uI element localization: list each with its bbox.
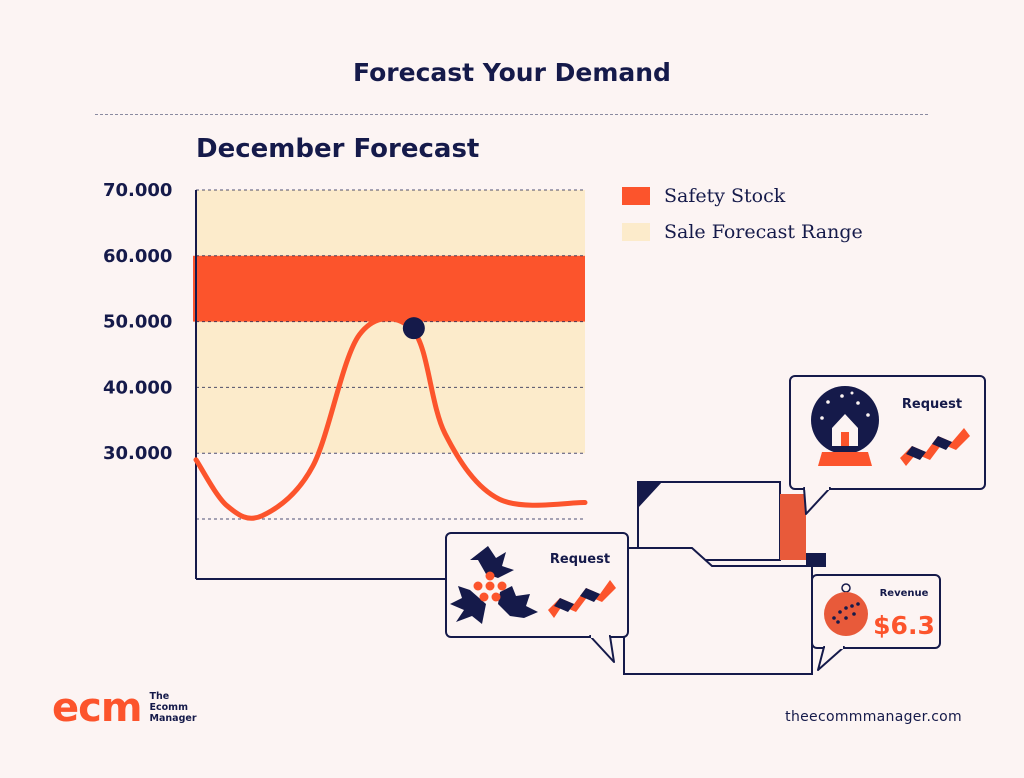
snowflakes-icon — [820, 391, 870, 420]
y-tick-label: 70.000 — [103, 180, 172, 201]
logo-line-1: The — [149, 691, 170, 702]
y-tick-label: 30.000 — [103, 443, 172, 464]
card-frame — [445, 532, 629, 638]
y-tick-label: 60.000 — [103, 246, 172, 267]
document-dark-edge — [806, 553, 826, 567]
logo-mark: ecm — [52, 685, 143, 731]
revenue-card: Revenue $6.3 — [811, 574, 941, 671]
chart-legend: Safety Stock Sale Forecast Range — [622, 178, 863, 250]
chart-title: December Forecast — [196, 134, 480, 164]
peak-point — [402, 317, 425, 340]
request-label: Request — [902, 397, 962, 412]
request-card-holly: Request — [445, 532, 629, 663]
speech-tail — [803, 487, 831, 515]
y-tick-label: 40.000 — [103, 377, 172, 398]
folder-front — [623, 547, 813, 675]
logo-subtitle: The Ecomm Manager — [150, 691, 197, 728]
holly-icon — [450, 546, 538, 624]
ribbon-icon — [548, 580, 616, 618]
legend-label-safety-stock: Safety Stock — [664, 185, 786, 207]
band-safety-stock — [193, 255, 585, 322]
legend-label-sale-forecast-range: Sale Forecast Range — [664, 221, 863, 243]
y-tick-label: 50.000 — [103, 312, 172, 333]
revenue-label: Revenue — [880, 588, 929, 599]
folder-illustration — [623, 481, 826, 675]
speech-tail — [589, 635, 615, 663]
request-label: Request — [550, 552, 610, 567]
request-card-snow-globe: Request — [789, 375, 986, 515]
legend-item-safety-stock: Safety Stock — [622, 178, 863, 214]
speech-tail — [817, 646, 845, 671]
title-divider — [95, 114, 928, 115]
legend-swatch-safety-stock — [622, 187, 650, 205]
globe-base-icon — [818, 452, 872, 466]
document-orange-edge — [780, 494, 806, 560]
ornament-icon — [824, 592, 868, 636]
house-icon — [832, 414, 858, 446]
legend-swatch-sale-forecast-range — [622, 223, 650, 241]
logo-line-3: Manager — [149, 713, 197, 724]
ecm-logo: ecm The Ecomm Manager — [52, 688, 197, 728]
ribbon-icon — [900, 428, 970, 466]
page-title: Forecast Your Demand — [353, 58, 671, 87]
legend-item-sale-forecast-range: Sale Forecast Range — [622, 214, 863, 250]
chart-plot-area: 70.000 60.000 50.000 40.000 30.000 — [103, 180, 588, 580]
footer-url: theecommmanager.com — [785, 709, 962, 725]
document-fold — [638, 482, 662, 508]
logo-line-2: Ecomm — [149, 702, 188, 713]
revenue-value: $6.3 — [873, 611, 935, 640]
holly-berries-icon — [473, 571, 507, 602]
series-line-demand — [193, 316, 588, 521]
